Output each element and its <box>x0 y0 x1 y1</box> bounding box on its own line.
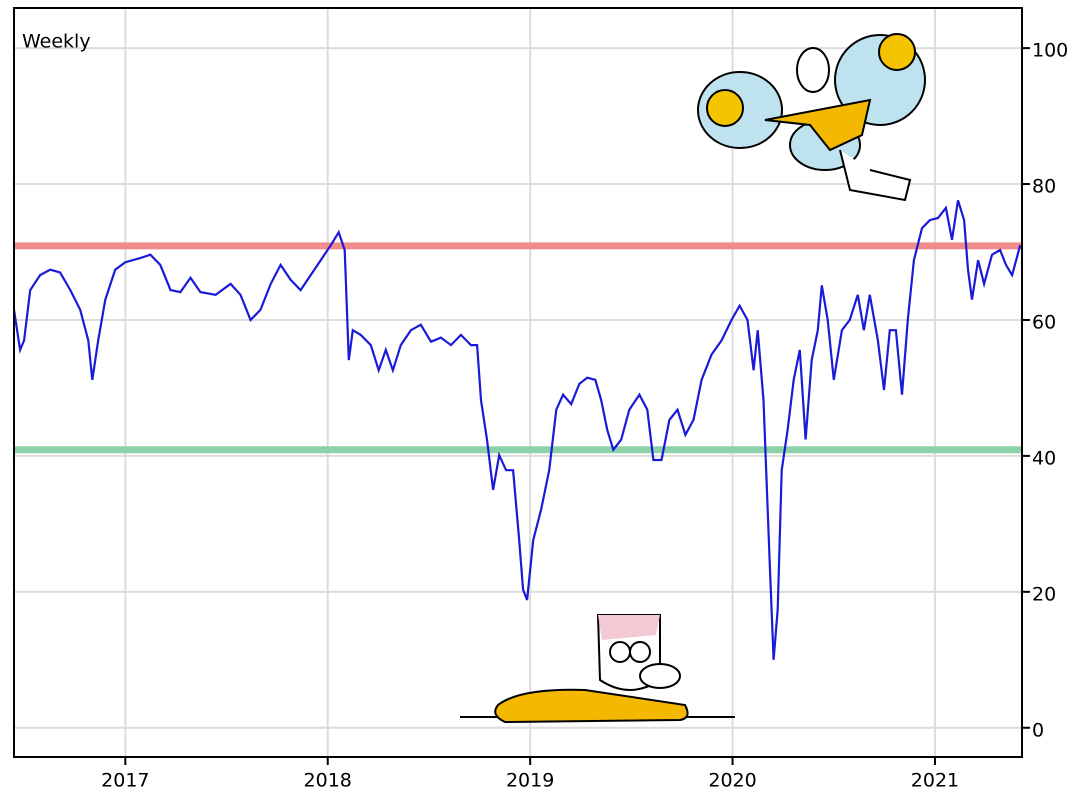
y-tick-label: 20 <box>1032 583 1056 605</box>
x-tick-label: 2020 <box>708 770 756 792</box>
y-tick-label: 0 <box>1032 719 1044 741</box>
y-tick-label: 60 <box>1032 311 1056 333</box>
data-line <box>12 199 1022 660</box>
y-tick-label: 40 <box>1032 447 1056 469</box>
cartoons <box>460 33 926 724</box>
x-tick-label: 2017 <box>101 770 149 792</box>
y-tick-label: 100 <box>1032 40 1068 62</box>
plot-frame <box>13 7 1023 758</box>
x-tick-label: 2019 <box>506 770 554 792</box>
x-tick-label: 2021 <box>911 770 959 792</box>
x-tick-label: 2018 <box>304 770 352 792</box>
chart-label: Weekly <box>22 31 91 53</box>
y-tick-label: 80 <box>1032 176 1056 198</box>
